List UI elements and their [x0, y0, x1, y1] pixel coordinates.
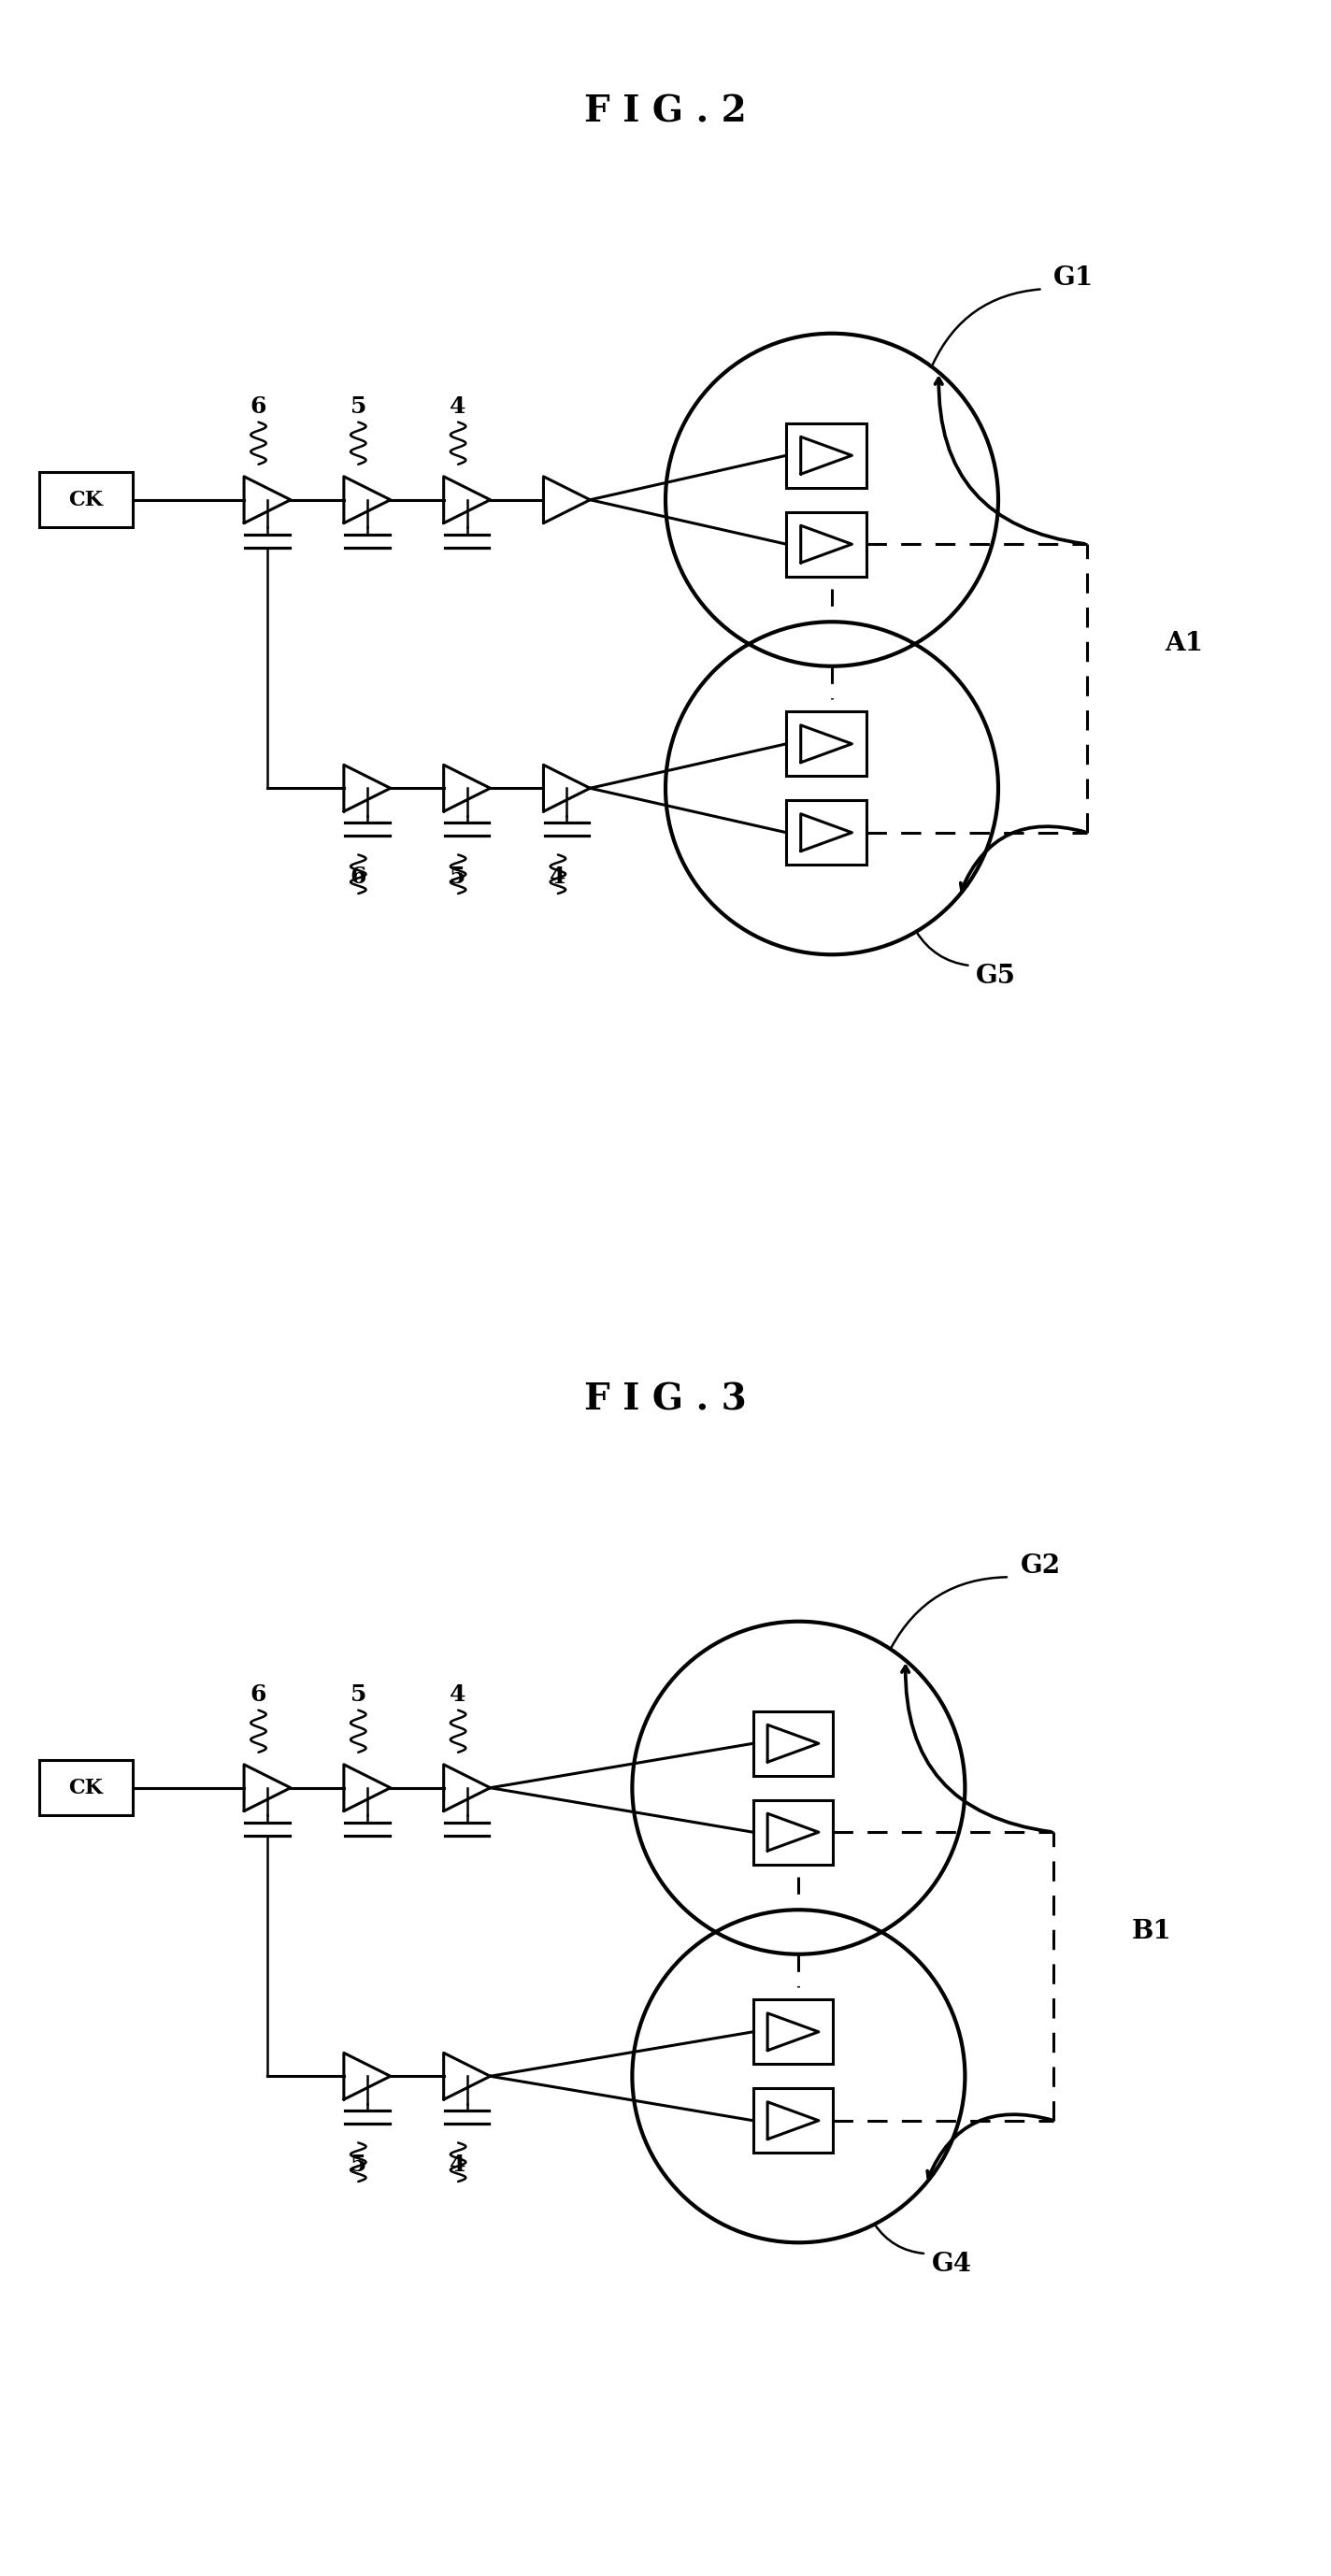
Text: F I G . 2: F I G . 2	[584, 93, 747, 129]
Bar	[787, 513, 866, 577]
Text: A1: A1	[1165, 631, 1203, 657]
Bar	[753, 1801, 833, 1865]
Text: G5: G5	[976, 963, 1017, 989]
Text: B1: B1	[1131, 1919, 1171, 1945]
Bar	[753, 1999, 833, 2063]
FancyArrowPatch shape	[961, 827, 1085, 889]
Bar	[787, 711, 866, 775]
Text: 4: 4	[450, 2154, 466, 2177]
Bar	[39, 1759, 133, 1816]
Text: 4: 4	[450, 1682, 466, 1705]
Text: 5: 5	[450, 866, 466, 889]
Bar	[753, 2089, 833, 2154]
Bar	[787, 422, 866, 487]
Text: 4: 4	[550, 866, 566, 889]
Text: G1: G1	[1054, 265, 1094, 291]
FancyArrowPatch shape	[928, 2115, 1051, 2177]
Text: 6: 6	[350, 866, 366, 889]
Text: CK: CK	[69, 1777, 104, 1798]
Text: 6: 6	[250, 1682, 266, 1705]
FancyArrowPatch shape	[902, 1667, 1051, 1832]
Bar	[753, 1710, 833, 1775]
Text: 5: 5	[350, 394, 366, 417]
Text: 5: 5	[350, 1682, 366, 1705]
Bar	[787, 801, 866, 866]
Text: G4: G4	[932, 2251, 972, 2277]
Text: G2: G2	[1021, 1553, 1061, 1579]
Bar	[39, 471, 133, 528]
Text: CK: CK	[69, 489, 104, 510]
Text: 6: 6	[250, 394, 266, 417]
Text: 4: 4	[450, 394, 466, 417]
Text: F I G . 3: F I G . 3	[584, 1381, 747, 1417]
Text: 5: 5	[350, 2154, 366, 2177]
FancyArrowPatch shape	[936, 379, 1085, 544]
